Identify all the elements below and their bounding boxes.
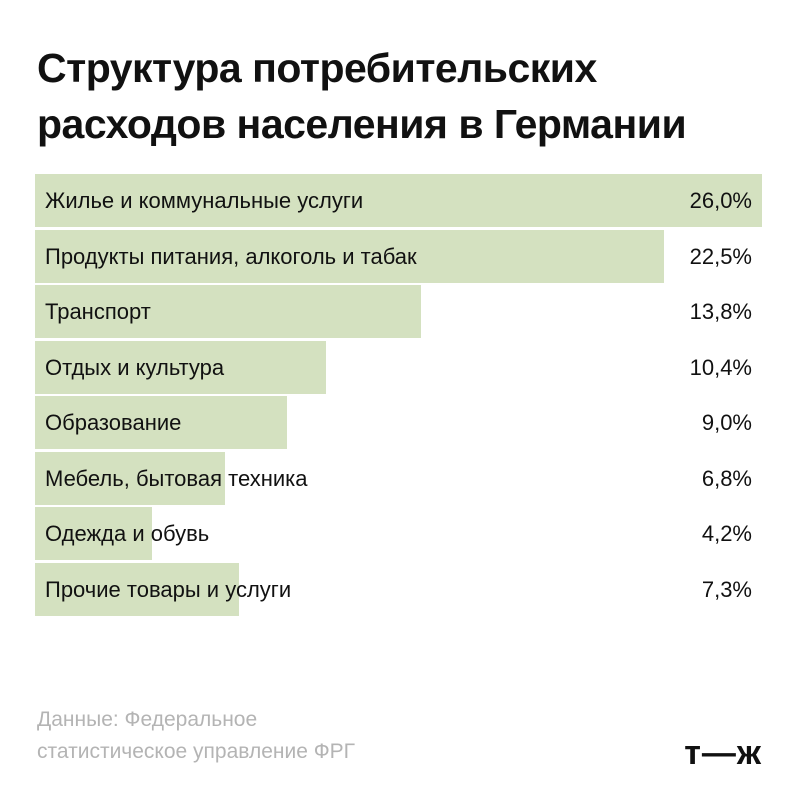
bar-row: Продукты питания, алкоголь и табак 22,5% <box>35 229 762 283</box>
category-label: Образование <box>45 410 182 435</box>
chart-title-line-2: расходов населения в Германии <box>37 101 687 147</box>
bar <box>35 229 665 283</box>
bar-row: Мебель, бытовая техника 6,8% <box>35 451 762 505</box>
category-label: Отдых и культура <box>45 354 225 380</box>
category-label: Мебель, бытовая техника <box>45 465 308 491</box>
bar <box>35 451 226 505</box>
source-line-1: Данные: Федеральное <box>37 708 258 731</box>
bar-row: Транспорт 13,8% <box>35 285 762 338</box>
value-label: 13,8% <box>689 299 752 324</box>
chart-title: Структура потребительских расходов насел… <box>37 40 777 152</box>
bar <box>35 174 762 227</box>
bar-chart: Жилье и коммунальные услуги 26,0% Продукты… <box>35 174 762 618</box>
value-label: 26,0% <box>689 188 752 213</box>
category-label: Прочие товары и услуги <box>45 576 292 602</box>
source-line-2: статистическое управление ФРГ <box>37 740 356 763</box>
bar-row: Жилье и коммунальные услуги 26,0% <box>35 174 762 227</box>
bar <box>35 396 287 449</box>
category-label: Транспорт <box>45 299 151 324</box>
brand-logo: т—ж <box>684 734 762 772</box>
bar-row: Прочие товары и услуги 7,3% <box>35 562 762 616</box>
value-label: 7,3% <box>701 576 752 602</box>
chart-title-line-1: Структура потребительских <box>37 45 597 91</box>
category-label: Продукты питания, алкоголь и табак <box>45 243 417 269</box>
data-source-note: Данные: Федеральное статистическое управ… <box>37 704 355 768</box>
bar <box>35 562 240 616</box>
value-label: 10,4% <box>689 354 752 380</box>
bar-row: Отдых и культура 10,4% <box>35 340 762 394</box>
category-label: Одежда и обувь <box>45 521 210 546</box>
value-label: 6,8% <box>701 465 752 491</box>
bar-row: Одежда и обувь 4,2% <box>35 507 762 560</box>
bar-row: Образование 9,0% <box>35 396 762 449</box>
bar <box>35 507 153 560</box>
category-label: Жилье и коммунальные услуги <box>45 188 364 213</box>
value-label: 9,0% <box>701 410 752 435</box>
bar <box>35 285 421 338</box>
value-label: 22,5% <box>689 243 752 269</box>
value-label: 4,2% <box>701 521 752 546</box>
bar <box>35 340 326 394</box>
